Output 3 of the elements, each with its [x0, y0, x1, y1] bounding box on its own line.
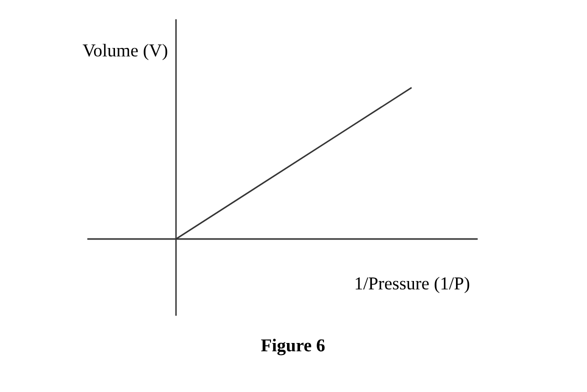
y-axis-title: Volume (V) — [82, 44, 168, 60]
x-axis-title: 1/Pressure (1/P) — [356, 276, 470, 294]
caption: Figure 6 — [261, 338, 325, 356]
